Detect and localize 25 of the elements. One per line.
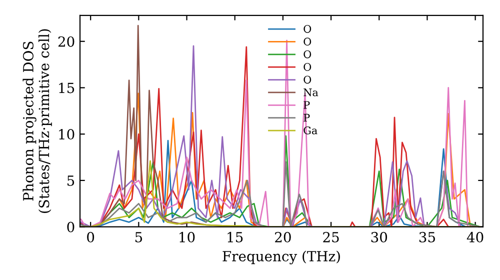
x-tick-label: 30 — [371, 232, 388, 242]
x-tick-label: 20 — [275, 232, 291, 242]
legend-label: O — [304, 63, 312, 71]
x-tick-label: 5 — [135, 232, 142, 242]
y-tick-label: 5 — [67, 176, 74, 186]
y-tick-label: 20 — [58, 36, 74, 47]
y-tick-label: 15 — [59, 82, 74, 94]
x-axis-title: Frequency (THz) — [222, 250, 340, 264]
legend-label: O — [304, 76, 312, 84]
legend-label: O — [304, 50, 312, 58]
x-tick-label: 40 — [466, 232, 484, 242]
y-axis-title: Phonon projected DOS (States/THz·primitive cell) — [22, 29, 52, 213]
legend-label: Ga — [304, 126, 318, 134]
legend-label: O — [304, 24, 312, 33]
y-tick-label: 0 — [67, 222, 74, 232]
x-tick-label: 35 — [419, 232, 435, 242]
x-tick-label: 10 — [180, 232, 195, 242]
legend-label: Na — [304, 88, 318, 96]
x-tick-label: 25 — [323, 232, 339, 242]
legend-label: O — [304, 38, 312, 46]
legend-label: P — [304, 101, 310, 109]
y-tick-label: 10 — [59, 129, 74, 140]
x-tick-label: 0 — [87, 232, 94, 242]
x-tick-label: 15 — [228, 232, 243, 242]
legend-label: P — [304, 114, 310, 122]
